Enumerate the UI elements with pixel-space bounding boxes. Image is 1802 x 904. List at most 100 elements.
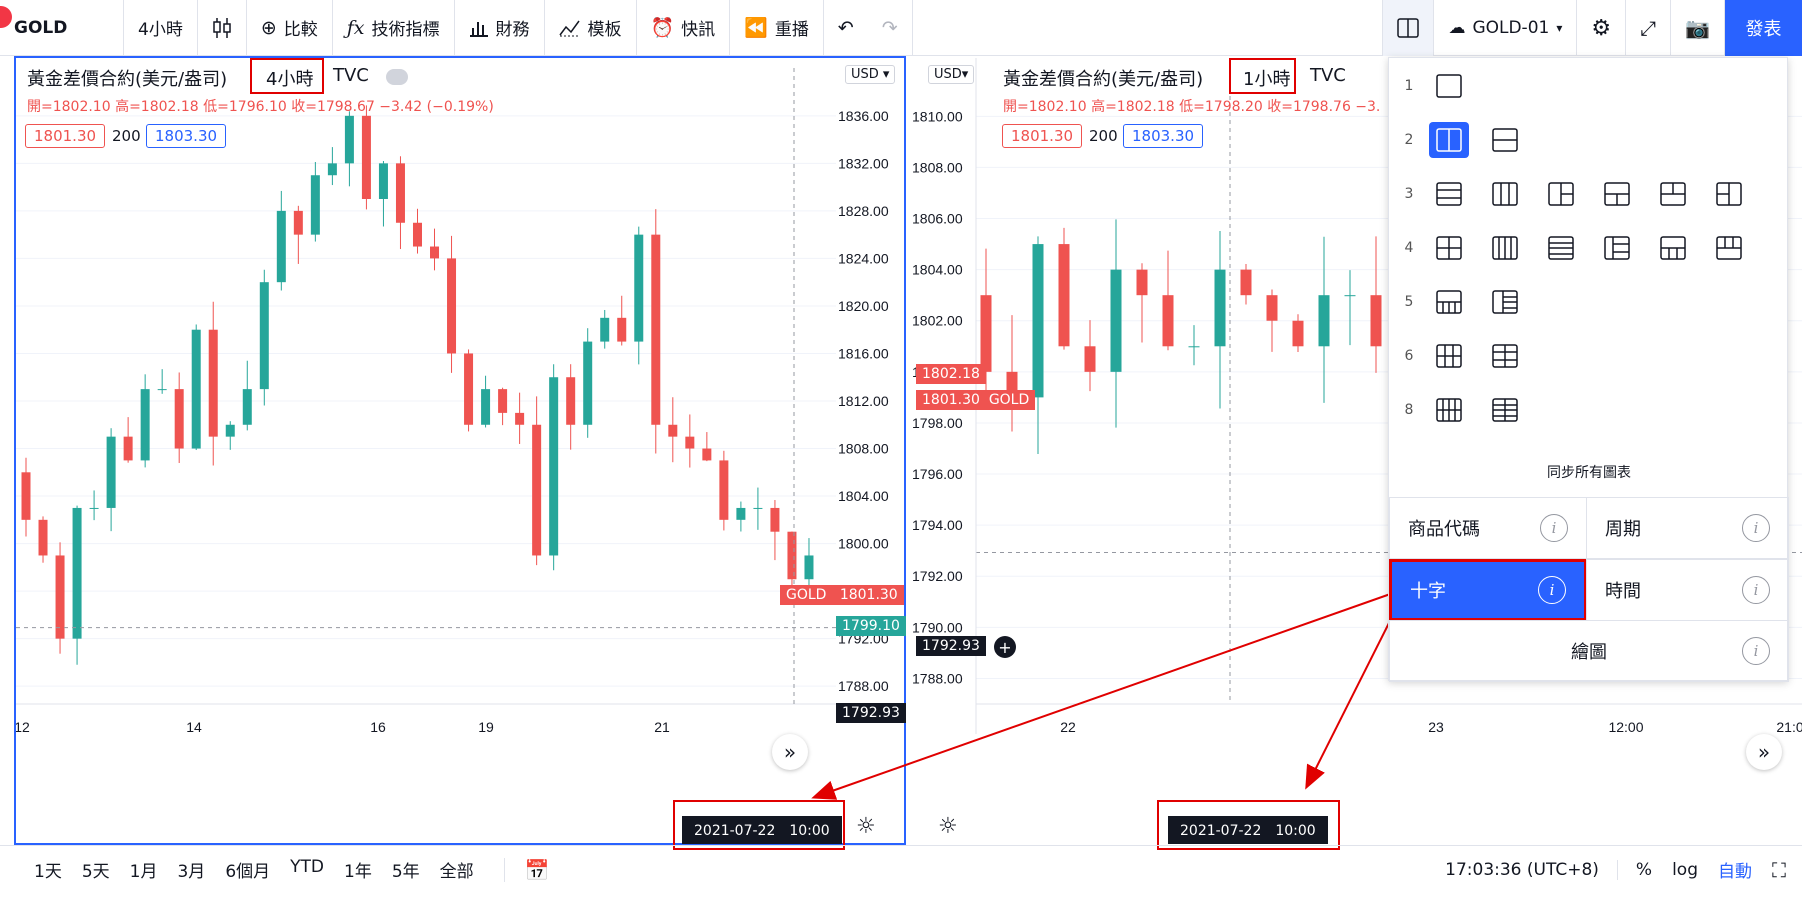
layout-grid-icon[interactable]	[1597, 176, 1637, 212]
auto-scale-toggle[interactable]: 自動	[1718, 862, 1752, 882]
templates-label: 模板	[587, 20, 622, 40]
candle-body	[378, 163, 388, 199]
left-scroll-to-realtime-button[interactable]: »	[772, 734, 808, 770]
layout-row-number: 3	[1404, 186, 1414, 202]
left-chart-pane[interactable]	[14, 56, 906, 845]
y-axis-tick-label: 1800.00	[838, 536, 889, 552]
range-button[interactable]: YTD	[290, 857, 324, 877]
undo-button[interactable]: ↶	[824, 0, 868, 56]
compare-button[interactable]: ⊕ 比較	[247, 0, 333, 56]
left-chart-interval[interactable]: 4小時	[266, 69, 314, 90]
layout-grid-icon[interactable]	[1485, 230, 1525, 266]
candles-icon	[213, 17, 231, 38]
info-icon[interactable]: i	[1540, 514, 1568, 542]
layout-grid-icon[interactable]	[1541, 230, 1581, 266]
layout-grid-icon[interactable]	[1429, 284, 1469, 320]
layout-row: 1	[1389, 68, 1789, 104]
range-button[interactable]: 1年	[344, 862, 372, 882]
rewind-icon: ⏪	[744, 17, 768, 39]
layout-grid-icon[interactable]	[1541, 176, 1581, 212]
layout-grid-icon[interactable]	[1485, 284, 1525, 320]
range-button[interactable]: 5年	[391, 862, 420, 882]
range-button[interactable]: 1天	[34, 862, 62, 882]
clock-timezone[interactable]: 17:03:36 (UTC+8)	[1445, 859, 1618, 880]
indicators-button[interactable]: ƒx 技術指標	[333, 0, 455, 56]
candle-body	[481, 389, 491, 425]
right-chart-interval[interactable]: 1小時	[1243, 69, 1291, 90]
right-bid-button[interactable]: 1801.30	[1002, 124, 1083, 148]
snapshot-button[interactable]: 📷	[1671, 0, 1725, 56]
log-scale-toggle[interactable]: log	[1672, 859, 1698, 880]
info-icon[interactable]: i	[1742, 576, 1770, 604]
interval-button[interactable]: 4小時	[124, 0, 198, 56]
left-currency-button[interactable]: USD ▾	[845, 65, 896, 84]
right-axis-settings-gear-icon[interactable]: ☼	[938, 814, 958, 839]
sync-crosshair-option[interactable]: 十字 i	[1389, 559, 1587, 621]
alert-button[interactable]: ⏰ 快訊	[637, 0, 731, 56]
left-legend-collapse-button[interactable]	[386, 69, 408, 85]
financials-button[interactable]: 財務	[455, 0, 545, 56]
go-to-date-calendar-icon[interactable]: 📅	[503, 857, 550, 882]
sync-interval-option[interactable]: 周期 i	[1586, 497, 1789, 559]
fullscreen-icon[interactable]: ⛶	[1772, 857, 1786, 882]
info-icon[interactable]: i	[1742, 514, 1770, 542]
publish-button[interactable]: 發表	[1725, 0, 1802, 56]
right-ask-button[interactable]: 1803.30	[1123, 124, 1204, 148]
percent-scale-toggle[interactable]: %	[1635, 859, 1653, 880]
left-ask-button[interactable]: 1803.30	[146, 124, 227, 148]
range-button[interactable]: 6個月	[225, 862, 271, 882]
layout-row: 4	[1389, 230, 1789, 266]
symbol-search-button[interactable]: GOLD	[0, 0, 124, 56]
right-scroll-to-realtime-button[interactable]: »	[1746, 734, 1782, 770]
range-button[interactable]: 1月	[129, 862, 158, 882]
candle-body	[1058, 244, 1070, 347]
layout-grid-icon[interactable]	[1485, 176, 1525, 212]
templates-button[interactable]: 模板	[545, 0, 637, 56]
range-button[interactable]: 3月	[177, 862, 206, 882]
left-chart-source: TVC	[333, 65, 369, 86]
chart-type-button[interactable]	[198, 0, 247, 56]
layout-grid-icon[interactable]	[1709, 230, 1749, 266]
layout-grid-icon[interactable]	[1485, 392, 1525, 428]
x-axis-tick-label: 12	[16, 719, 30, 735]
layout-grid-icon[interactable]	[1709, 176, 1749, 212]
layout-grid-icon[interactable]	[1485, 122, 1525, 158]
candle-body	[498, 389, 508, 413]
sync-symbol-option[interactable]: 商品代碼 i	[1389, 497, 1587, 559]
range-button[interactable]: 5天	[81, 862, 110, 882]
y-axis-tick-label: 1804.00	[912, 262, 963, 278]
left-axis-settings-gear-icon[interactable]: ☼	[856, 814, 876, 839]
layout-grid-icon[interactable]	[1429, 230, 1469, 266]
fullscreen-button[interactable]: ⤢	[1626, 0, 1672, 56]
redo-button[interactable]: ↷	[868, 0, 913, 56]
layout-grid-icon[interactable]	[1485, 338, 1525, 374]
sync-drawings-option[interactable]: 繪圖 i	[1389, 620, 1789, 682]
right-chart-title: 黃金差價合約(美元/盎司)	[1003, 69, 1204, 90]
layout-grid-icon[interactable]	[1597, 230, 1637, 266]
right-ohlc-values: 開=1802.10 高=1802.18 低=1798.20 收=1798.76 …	[1003, 99, 1381, 115]
layout-grid-icon[interactable]	[1429, 176, 1469, 212]
right-bid-price-tag: 1801.30 GOLD	[916, 390, 1036, 410]
layout-grid-icon[interactable]	[1653, 230, 1693, 266]
x-axis-tick-label: 22	[1060, 719, 1076, 735]
info-icon[interactable]: i	[1538, 576, 1566, 604]
add-plus-icon[interactable]: +	[994, 636, 1016, 658]
left-chart-canvas[interactable]: 1836.00 1832.00 1828.00 1824.00 1820.00 1816.…	[16, 58, 904, 808]
layout-grid-icon[interactable]	[1653, 176, 1693, 212]
layout-grid-icon[interactable]	[1429, 122, 1469, 158]
layout-name-button[interactable]: ☁ GOLD-01 ▾	[1434, 0, 1578, 56]
sync-time-option[interactable]: 時間 i	[1586, 559, 1789, 621]
candle-body	[242, 389, 252, 425]
info-icon[interactable]: i	[1742, 637, 1770, 665]
right-chart-source: TVC	[1310, 65, 1346, 86]
plus-circle-icon: ⊕	[260, 16, 277, 39]
right-currency-button[interactable]: USD▾	[928, 65, 975, 84]
left-bid-button[interactable]: 1801.30	[25, 124, 106, 148]
replay-button[interactable]: ⏪ 重播	[730, 0, 824, 56]
layout-grid-icon[interactable]	[1429, 392, 1469, 428]
layout-grid-icon[interactable]	[1429, 338, 1469, 374]
settings-button[interactable]: ⚙	[1577, 0, 1627, 56]
range-button[interactable]: 全部	[439, 862, 474, 882]
layout-select-button[interactable]	[1382, 0, 1435, 56]
layout-grid-icon[interactable]	[1429, 68, 1469, 104]
